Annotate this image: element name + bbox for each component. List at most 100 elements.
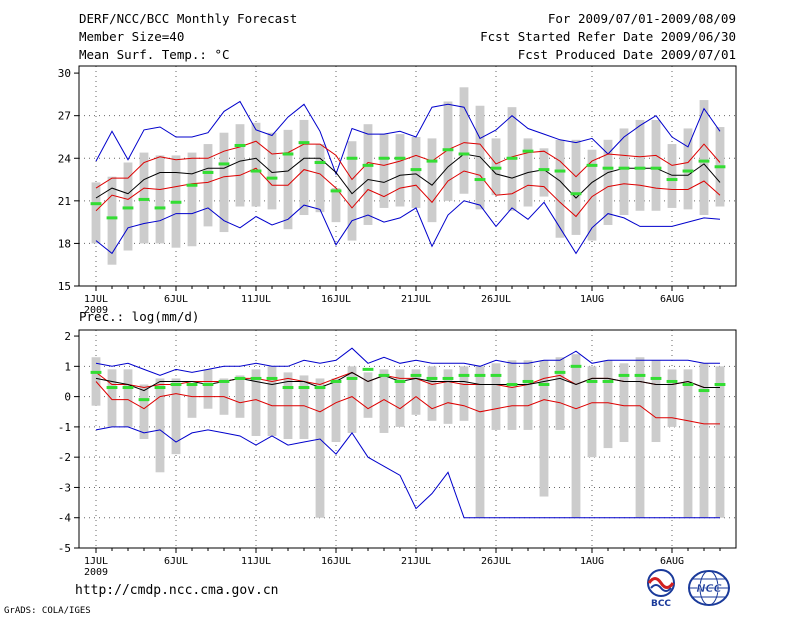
series-line-max	[95, 100, 721, 176]
green-marker	[138, 197, 150, 201]
box-bar	[251, 122, 261, 207]
green-marker	[666, 178, 678, 182]
box-bar	[555, 357, 565, 430]
x-tick-label: 1AUG	[580, 556, 604, 567]
green-marker	[394, 156, 406, 160]
box-bar	[555, 139, 565, 238]
green-marker	[682, 383, 694, 386]
x-tick-label: 21JUL	[401, 556, 431, 567]
ncc-logo-text: NCC	[696, 582, 721, 595]
box-bar	[427, 366, 437, 421]
box-bar	[603, 360, 613, 449]
x-tick-label: 6AUG	[660, 556, 684, 567]
green-marker	[378, 373, 390, 377]
y-tick-label: 2	[64, 330, 71, 343]
box-bar	[187, 152, 197, 247]
y-tick-label: 18	[58, 237, 71, 250]
green-marker	[394, 379, 406, 383]
green-marker	[330, 379, 342, 383]
green-marker	[218, 379, 230, 383]
box-bar	[235, 124, 245, 207]
box-bar	[91, 357, 101, 406]
green-marker	[698, 389, 710, 393]
box-bar	[635, 119, 645, 211]
green-marker	[650, 166, 662, 170]
box-bar	[523, 360, 533, 430]
green-marker	[586, 163, 598, 167]
box-bar	[699, 100, 709, 216]
green-marker	[170, 200, 182, 204]
source-url[interactable]: http://cmdp.ncc.cma.gov.cn	[75, 583, 279, 598]
y-tick-label: 15	[58, 280, 71, 293]
green-marker	[234, 376, 246, 380]
green-marker	[122, 206, 134, 210]
y-tick-label: -4	[58, 512, 72, 525]
box-bar	[299, 119, 309, 216]
plot-frame	[78, 329, 737, 549]
green-marker	[266, 376, 278, 380]
box-bar	[491, 363, 501, 430]
box-bar	[571, 139, 581, 235]
green-marker	[298, 141, 310, 145]
green-marker	[138, 398, 150, 402]
box-bar	[475, 366, 485, 518]
plot-frame	[78, 65, 737, 287]
box-bar	[539, 148, 549, 197]
box-bar	[507, 360, 517, 430]
box-bar	[667, 369, 677, 427]
x-tick-label: 1AUG	[580, 294, 604, 305]
box-bar	[363, 372, 373, 418]
series-line-lower	[95, 381, 720, 425]
series-line-lower	[95, 167, 721, 218]
green-marker	[90, 202, 102, 206]
box-bar	[619, 128, 629, 216]
green-marker	[218, 162, 230, 166]
ncc-logo-icon: NCC	[688, 570, 730, 606]
bcc-logo-text: BCC	[651, 599, 671, 608]
box-bar	[331, 188, 341, 223]
box-bar	[635, 357, 645, 518]
x-tick-label: 6AUG	[660, 294, 684, 305]
green-marker	[714, 383, 726, 386]
box-bar	[107, 176, 117, 265]
box-bar	[667, 144, 677, 208]
box-bar	[219, 132, 229, 233]
y-tick-label: 27	[58, 110, 71, 123]
y-tick-label: 30	[58, 67, 71, 80]
green-marker	[650, 376, 662, 380]
y-tick-label: -5	[58, 542, 71, 555]
green-marker	[490, 373, 502, 377]
box-bar	[619, 363, 629, 443]
box-bar	[459, 87, 469, 194]
box-bar	[331, 378, 341, 443]
y-tick-label: -1	[58, 421, 71, 434]
green-marker	[506, 156, 518, 160]
x-tick-label: 21JUL	[401, 294, 431, 305]
box-bar	[411, 369, 421, 415]
box-bar	[155, 378, 165, 473]
green-marker	[442, 376, 454, 380]
box-bar	[459, 366, 469, 421]
green-marker	[618, 373, 630, 377]
green-marker	[506, 383, 518, 386]
box-bar	[395, 134, 405, 207]
grads-credit: GrADS: COLA/IGES	[4, 606, 91, 616]
green-marker	[282, 152, 294, 156]
green-marker	[442, 148, 454, 152]
box-bar	[411, 136, 421, 208]
box-bar	[267, 366, 277, 436]
green-marker	[202, 383, 214, 386]
box-bar	[651, 360, 661, 443]
green-marker	[298, 386, 310, 390]
green-marker	[570, 192, 582, 196]
x-tick-label: 16JUL	[321, 556, 351, 567]
green-marker	[202, 170, 214, 174]
green-marker	[634, 166, 646, 170]
green-marker	[330, 189, 342, 193]
box-bar	[379, 134, 389, 208]
x-tick-label: 11JUL	[241, 556, 271, 567]
box-bar	[443, 369, 453, 424]
x-year-label: 2009	[84, 305, 108, 316]
green-marker	[90, 370, 102, 374]
